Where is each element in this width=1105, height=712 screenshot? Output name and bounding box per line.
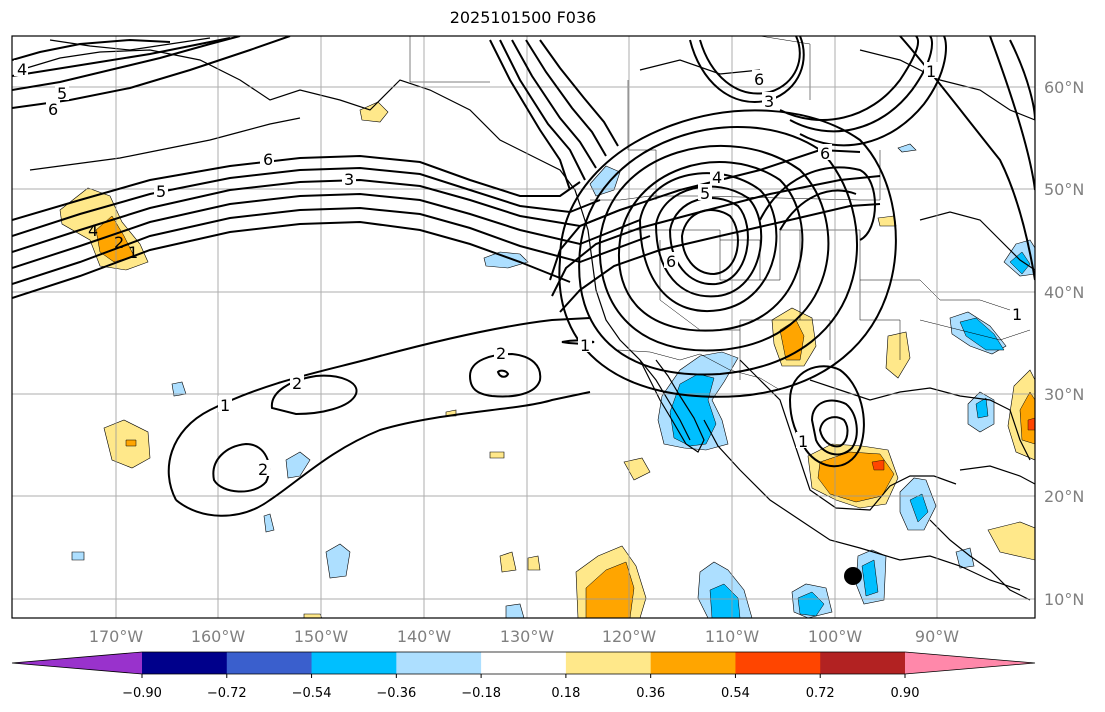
contour-label: 4 xyxy=(88,221,98,240)
positive-anomaly-strong xyxy=(871,417,1035,471)
contour-label: 2 xyxy=(292,374,302,393)
colorbar-segment xyxy=(650,652,736,674)
colorbar-segment xyxy=(226,652,313,674)
colorbar: −0.90 −0.72 −0.54 −0.36 −0.18 0.18 0.36 0.54 0.7… xyxy=(11,651,1036,701)
contour-label: 1 xyxy=(580,336,590,355)
colorbar-tick-label: 0.18 xyxy=(551,686,580,701)
lon-label-110w: 110°W xyxy=(705,627,760,646)
contour-label: 5 xyxy=(156,182,166,201)
contour-label: 2 xyxy=(114,233,124,252)
lon-label-170w: 170°W xyxy=(89,627,144,646)
contour-label: 2 xyxy=(258,460,268,479)
map-panel xyxy=(12,36,1035,618)
lon-label-160w: 160°W xyxy=(191,627,246,646)
lat-label-30n: 30°N xyxy=(1044,385,1084,404)
colorbar-segment xyxy=(481,652,567,674)
contour-label: 2 xyxy=(496,344,506,363)
contour-label: 1 xyxy=(1012,305,1022,324)
negative-anomaly-medium xyxy=(669,251,1031,618)
colorbar-extend-min xyxy=(12,652,142,674)
colorbar-tick-label: 0.54 xyxy=(721,686,750,701)
colorbar-segment xyxy=(820,652,906,674)
contour-lines xyxy=(12,36,1035,517)
colorbar-segment xyxy=(735,652,821,674)
colorbar-segment xyxy=(565,652,652,674)
positive-anomaly-medium xyxy=(95,215,1035,618)
colorbar-tick-label: 0.72 xyxy=(806,686,835,701)
colorbar-tick-label: −0.36 xyxy=(376,686,416,701)
colorbar-segment xyxy=(396,652,482,674)
colorbar-extend-max xyxy=(905,652,1035,674)
map-border xyxy=(11,35,1036,619)
contour-label: 6 xyxy=(820,144,830,163)
longitude-labels: 170°W 160°W 150°W 140°W 130°W 120°W 110°… xyxy=(89,627,959,646)
lat-label-50n: 50°N xyxy=(1044,180,1084,199)
colorbar-tick-label: −0.72 xyxy=(207,686,247,701)
lon-label-90w: 90°W xyxy=(915,627,959,646)
lat-label-10n: 10°N xyxy=(1044,590,1084,609)
lon-label-150w: 150°W xyxy=(294,627,349,646)
storm-center-dot xyxy=(844,567,862,585)
latitude-labels: 60°N 50°N 40°N 30°N 20°N 10°N xyxy=(1044,78,1084,609)
contour-label: 6 xyxy=(48,100,58,119)
colorbar-tick-label: −0.54 xyxy=(292,686,332,701)
lat-label-20n: 20°N xyxy=(1044,487,1084,506)
contour-label: 6 xyxy=(263,150,273,169)
colorbar-tick-label: 0.36 xyxy=(636,686,665,701)
contour-label-group: 4 5 6 6 5 3 4 2 1 2 1 2 2 1 6 5 4 6 3 6 xyxy=(14,60,1022,479)
colorbar-segment xyxy=(311,652,397,674)
contour-label: 4 xyxy=(17,60,27,79)
contour-label: 1 xyxy=(220,396,230,415)
colorbar-segment xyxy=(142,652,228,674)
contour-label: 5 xyxy=(700,184,710,203)
lon-label-130w: 130°W xyxy=(500,627,555,646)
contour-label: 4 xyxy=(712,168,722,187)
gridlines xyxy=(12,36,1035,618)
contour-label: 5 xyxy=(57,84,67,103)
colorbar-tick-label: −0.18 xyxy=(461,686,501,701)
contour-label: 3 xyxy=(764,92,774,111)
contour-label: 3 xyxy=(344,170,354,189)
map-title: 2025101500 F036 xyxy=(449,8,597,27)
lon-label-140w: 140°W xyxy=(397,627,452,646)
contour-label: 1 xyxy=(128,243,138,262)
contour-label: 1 xyxy=(798,432,808,451)
contour-label: 6 xyxy=(754,70,764,89)
contour-label: 1 xyxy=(926,62,936,81)
colorbar-tick-label: 0.90 xyxy=(891,686,920,701)
lat-label-40n: 40°N xyxy=(1044,283,1084,302)
lon-label-100w: 100°W xyxy=(808,627,863,646)
lat-label-60n: 60°N xyxy=(1044,78,1084,97)
colorbar-tick-label: −0.90 xyxy=(122,686,162,701)
lon-label-120w: 120°W xyxy=(602,627,657,646)
contour-label: 6 xyxy=(666,252,676,271)
